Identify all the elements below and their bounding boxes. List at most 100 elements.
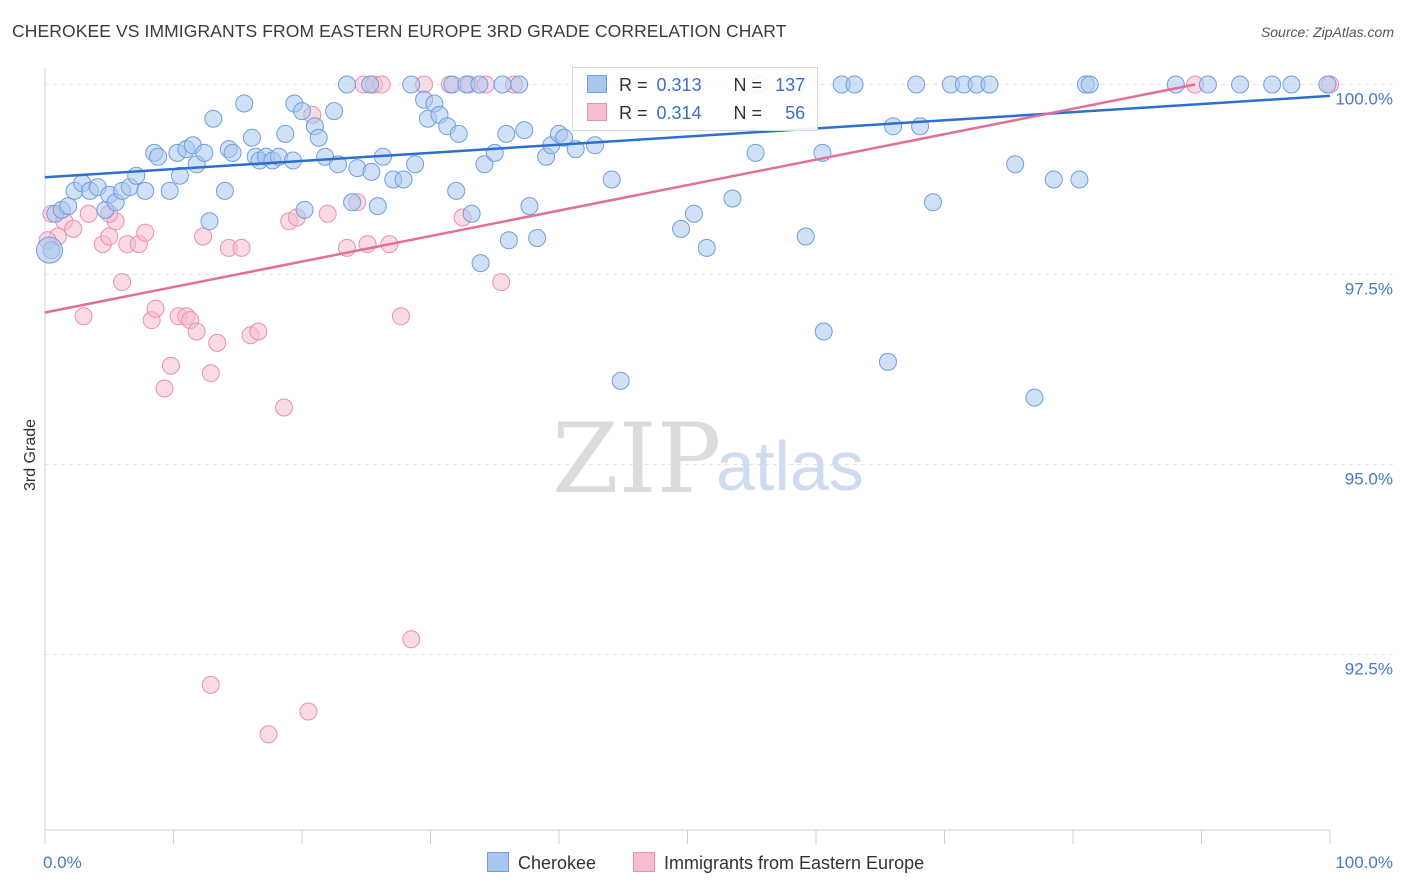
immigrants-point (100, 227, 119, 246)
cherokee-point (585, 136, 604, 155)
cherokee-point (1006, 155, 1025, 174)
n-value: 137 (775, 75, 806, 95)
immigrants-point (161, 356, 180, 375)
cherokee-point (204, 109, 223, 128)
immigrants-point (299, 702, 318, 721)
cherokee-point (746, 143, 765, 162)
cherokee-point (528, 229, 547, 248)
immigrants-point (201, 364, 220, 383)
cherokee-point (611, 371, 630, 390)
legend-item-cherokee[interactable]: Cherokee (487, 852, 596, 874)
cherokee-point (127, 166, 146, 185)
immigrants-point (201, 675, 220, 694)
cherokee-point (499, 231, 518, 250)
immigrants-point (259, 725, 278, 744)
axes (44, 68, 1331, 844)
n-label: N = (733, 103, 763, 123)
cherokee-point (362, 162, 381, 181)
cherokee-point (136, 181, 155, 200)
cherokee-point (149, 147, 168, 166)
cherokee-point (555, 128, 574, 147)
trend-lines (44, 83, 1331, 314)
r-value: 0.314 (656, 103, 702, 123)
legend-item-immigrants[interactable]: Immigrants from Eastern Europe (633, 852, 924, 874)
cherokee-point (325, 102, 344, 121)
r-label: R = (619, 75, 648, 95)
cherokee-point (1282, 75, 1301, 94)
cherokee-point (368, 197, 387, 216)
immigrants-point (402, 630, 421, 649)
cherokee-point (923, 193, 942, 212)
cherokee-point (402, 75, 421, 94)
cherokee-point (510, 75, 529, 94)
y-axis-label: 3rd Grade (22, 419, 39, 491)
immigrants-point (194, 227, 213, 246)
cherokee-point (471, 254, 490, 273)
cherokee-point (520, 197, 539, 216)
chart-title: CHEROKEE VS IMMIGRANTS FROM EASTERN EURO… (12, 21, 787, 41)
cherokee-point (515, 121, 534, 140)
n-label: N = (733, 75, 763, 95)
cherokee-point (796, 227, 815, 246)
immigrants-point (232, 238, 251, 257)
y-tick-label: 95.0% (1345, 470, 1393, 489)
immigrants-point (249, 322, 268, 341)
immigrants-point (74, 307, 93, 326)
cherokee-point (1044, 170, 1063, 189)
immigrants-point (318, 204, 337, 223)
immigrants-legend-swatch (633, 852, 655, 872)
cherokee-point (309, 128, 328, 147)
immigrants-point (79, 204, 98, 223)
immigrants-point (187, 322, 206, 341)
cherokee-point (697, 238, 716, 257)
cherokee-point (1263, 75, 1282, 94)
cherokee-point (497, 124, 516, 143)
cherokee-point (242, 128, 261, 147)
immigrants-point (113, 273, 132, 292)
cherokee-point (276, 124, 295, 143)
source-credit[interactable]: Source: ZipAtlas.com (1260, 24, 1394, 40)
cherokee-point (1318, 75, 1337, 94)
watermark-zip: ZIP (552, 403, 721, 515)
immigrants-point (275, 398, 294, 417)
series-cherokee-points (35, 75, 1337, 407)
cherokee-point (493, 75, 512, 94)
cherokee-point (845, 75, 864, 94)
cherokee-point (394, 170, 413, 189)
cherokee-point (814, 322, 833, 341)
watermark-atlas: atlas (716, 427, 864, 505)
cherokee-point (170, 166, 189, 185)
cherokee-point-large (35, 236, 63, 264)
series-legend: Cherokee Immigrants from Eastern Europe (0, 852, 1406, 876)
cherokee-point (160, 181, 179, 200)
r-value: 0.313 (656, 75, 702, 95)
immigrants-trend-line (44, 83, 1196, 314)
gridlines (45, 84, 1393, 655)
cherokee-point (672, 219, 691, 238)
r-label: R = (619, 103, 648, 123)
cherokee-point (1198, 75, 1217, 94)
cherokee-point (361, 75, 380, 94)
immigrants-point (208, 333, 227, 352)
cherokee-point (684, 204, 703, 223)
x-tick-labels: 0.0% 100.0% (43, 853, 1393, 872)
stats-legend: R = 0.313 N = 137 R = 0.314 N = 56 (572, 67, 818, 131)
cherokee-point (449, 124, 468, 143)
immigrants-point (492, 273, 511, 292)
cherokee-point (878, 352, 897, 371)
cherokee-point (406, 155, 425, 174)
cherokee-point (223, 143, 242, 162)
cherokee-point (195, 143, 214, 162)
cherokee-point (1070, 170, 1089, 189)
immigrants-point (136, 223, 155, 242)
immigrants-swatch (587, 103, 607, 121)
y-tick-label: 100.0% (1335, 90, 1393, 109)
x-tick-label-max: 100.0% (1335, 853, 1393, 872)
immigrants-point (64, 219, 83, 238)
cherokee-point (235, 94, 254, 113)
immigrants-point (146, 299, 165, 318)
legend-label-immigrants: Immigrants from Eastern Europe (664, 853, 925, 873)
cherokee-point (293, 102, 311, 121)
cherokee-point (59, 197, 78, 216)
